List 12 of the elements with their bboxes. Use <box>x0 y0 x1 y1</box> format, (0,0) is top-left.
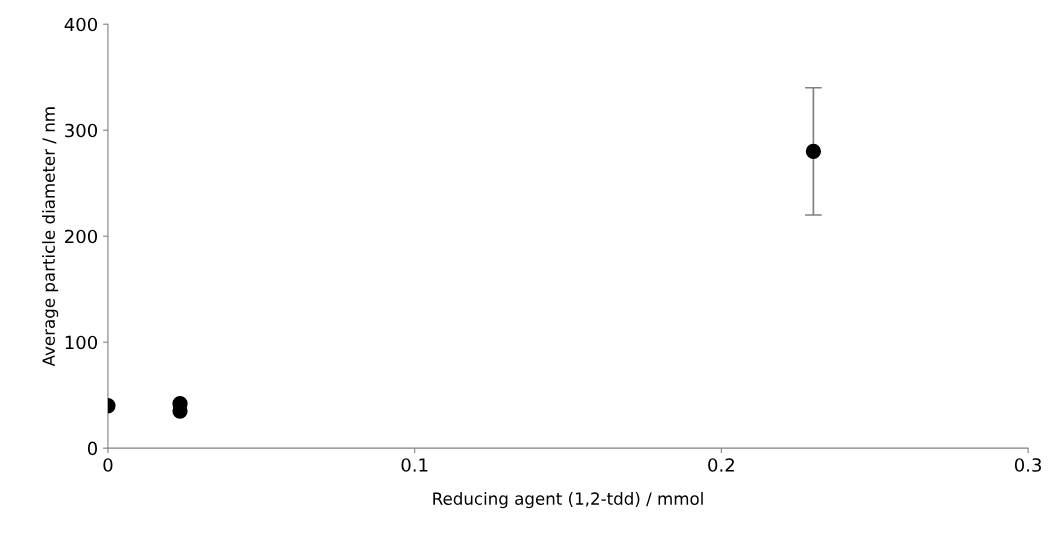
y-tick-label: 0 <box>87 441 98 456</box>
point <box>805 143 822 160</box>
x-tick-label: 0.2 <box>708 458 734 472</box>
x-axis-title: Reducing agent (1,2-tdd) / mmol <box>433 492 703 509</box>
y-tick-label: 200 <box>65 229 98 244</box>
y-tick-label: 300 <box>65 123 98 138</box>
x-tick-label: 0.1 <box>401 458 428 472</box>
x-tick-label: 0 <box>103 458 113 472</box>
y-tick-label: 400 <box>64 17 98 32</box>
y-axis-title: Average particle diameter / nm <box>42 107 59 367</box>
x-tick-label: 0.3 <box>1014 458 1041 472</box>
y-tick-label: 100 <box>65 335 98 350</box>
